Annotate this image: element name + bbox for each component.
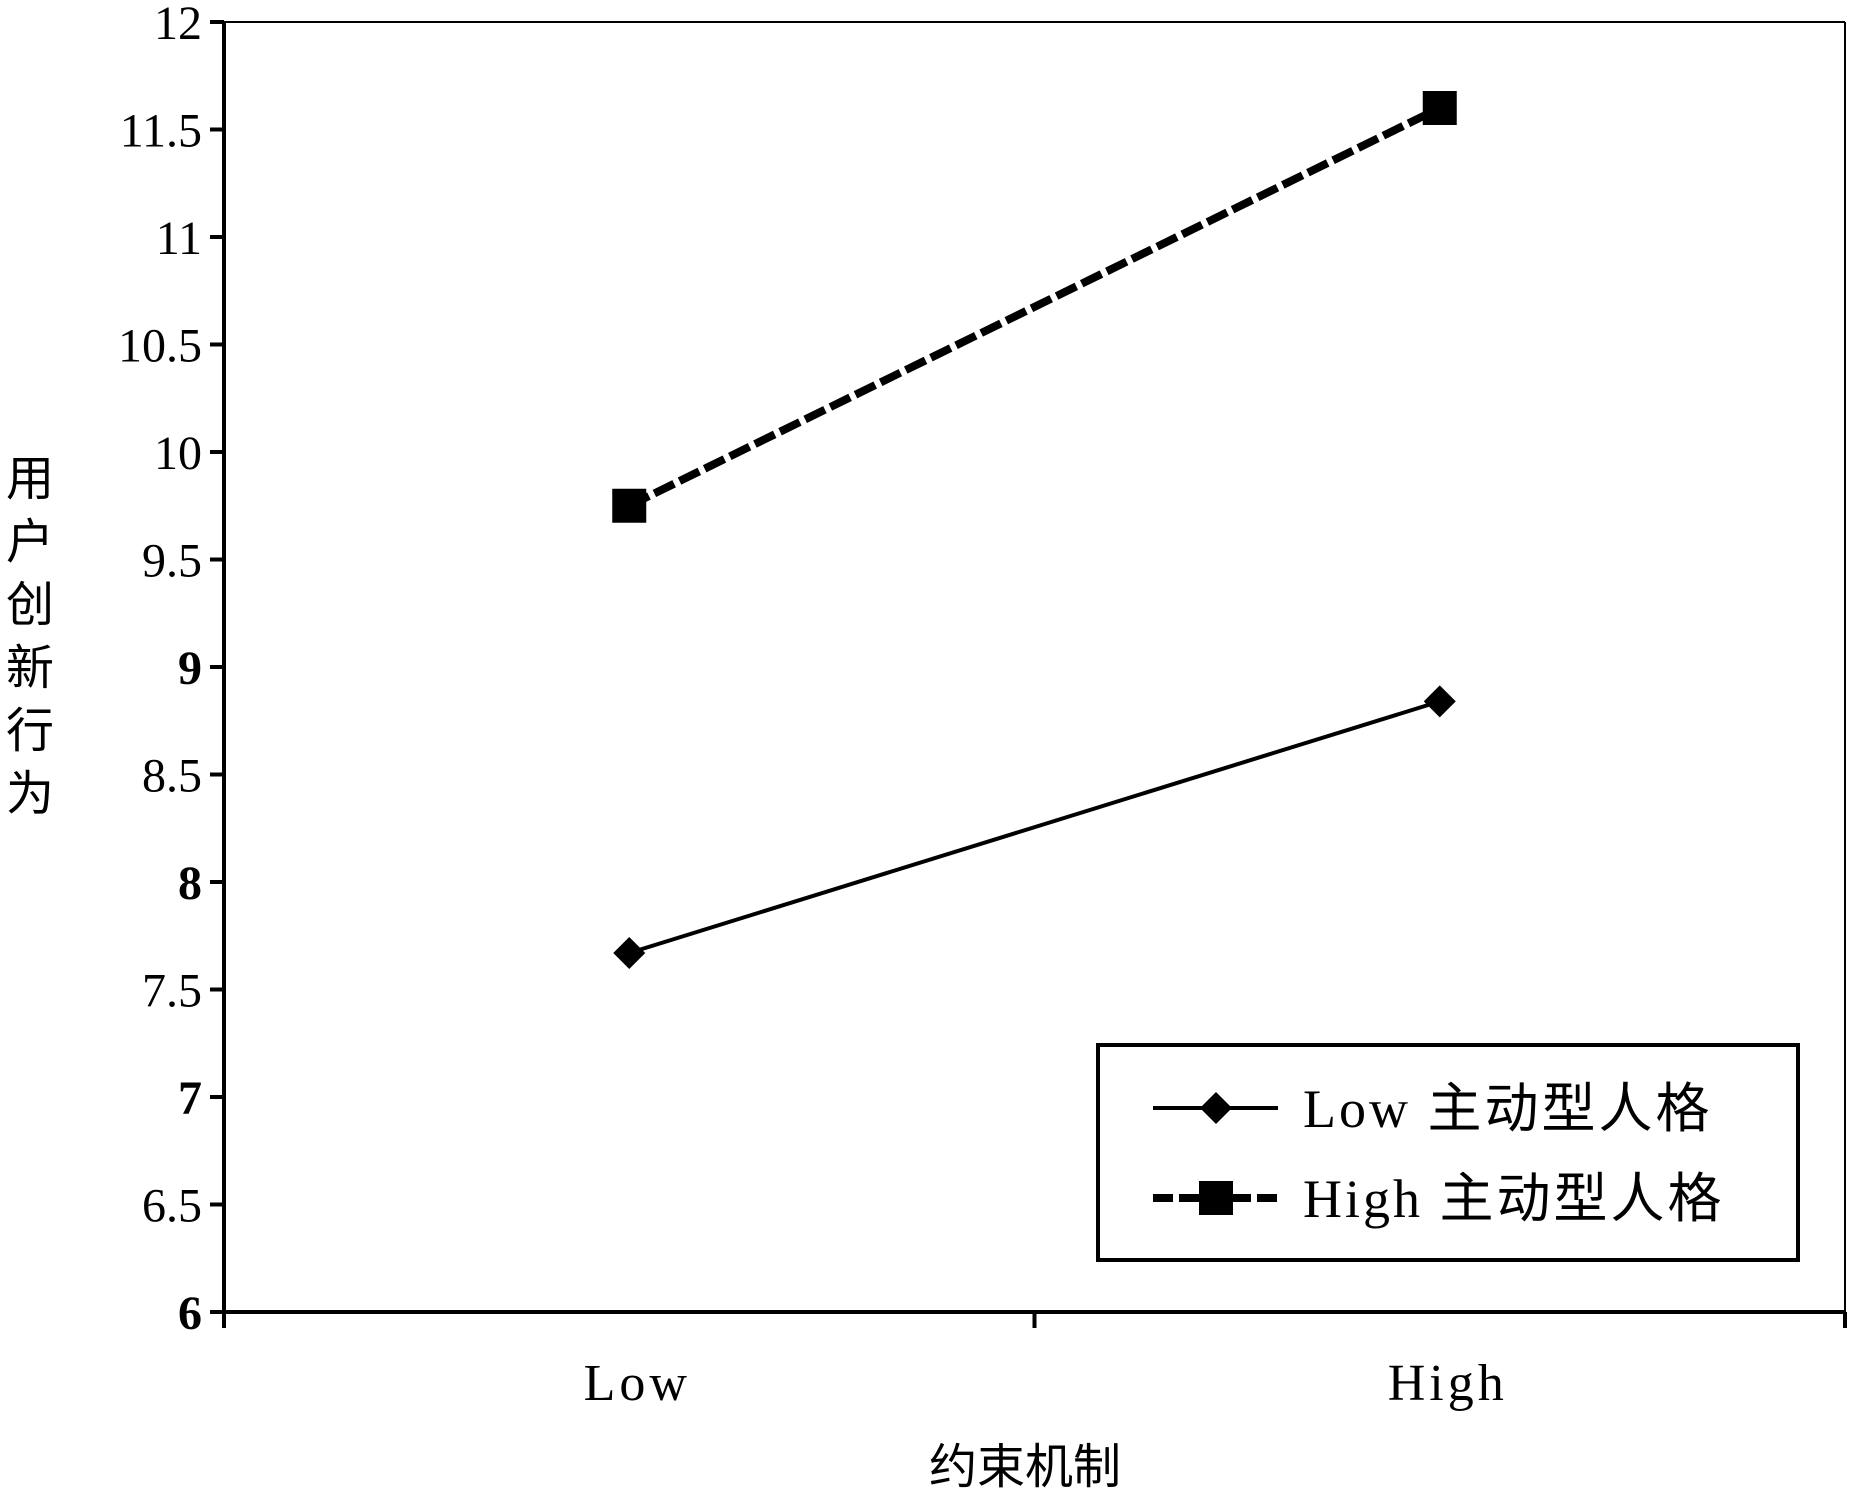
legend-marker-square [1199, 1181, 1233, 1215]
legend-label: High 主动型人格 [1303, 1169, 1725, 1229]
legend-label: Low 主动型人格 [1303, 1079, 1712, 1139]
series-line [628, 699, 1441, 955]
x-axis-title: 约束机制 [929, 1439, 1121, 1493]
legend-marker-diamond [1200, 1092, 1232, 1124]
y-axis-ticks: 6 6.5 7 7.5 8 8.5 9 9.5 10 10.5 11 11.5 12 [118, 0, 224, 1340]
y-tick-label: 8 [178, 857, 202, 910]
series-low [613, 685, 1456, 969]
legend-entry-high: High 主动型人格 [1153, 1169, 1725, 1229]
data-point-diamond [1423, 685, 1456, 718]
plot-area [612, 91, 1457, 969]
y-tick-label: 11 [156, 212, 202, 265]
x-axis-ticks: Low High [222, 1312, 1847, 1412]
y-tick-label: 12 [154, 0, 202, 50]
y-tick-label: 9.5 [142, 535, 202, 588]
y-tick-label: 9 [178, 642, 202, 695]
legend-box [1096, 1043, 1800, 1262]
legend-entry-low: Low 主动型人格 [1153, 1079, 1712, 1139]
series-high [612, 91, 1457, 523]
y-tick-label: 10.5 [118, 320, 202, 373]
x-tick-label: Low [584, 1355, 691, 1412]
y-tick-label: 11.5 [120, 105, 202, 158]
data-point-diamond [613, 936, 646, 969]
legend: Low 主动型人格 High 主动型人格 [1096, 1043, 1800, 1262]
series-line [627, 104, 1442, 510]
y-tick-label: 6.5 [142, 1180, 202, 1233]
y-tick-label: 8.5 [142, 750, 202, 803]
data-point-square [612, 488, 647, 523]
y-tick-label: 10 [154, 427, 202, 480]
x-tick-label: High [1388, 1355, 1508, 1412]
y-tick-label: 6 [178, 1287, 202, 1340]
y-axis-title: 用户创新行为 [6, 451, 54, 822]
y-tick-label: 7 [178, 1072, 202, 1125]
y-tick-label: 7.5 [142, 965, 202, 1018]
data-point-square [1422, 91, 1457, 125]
